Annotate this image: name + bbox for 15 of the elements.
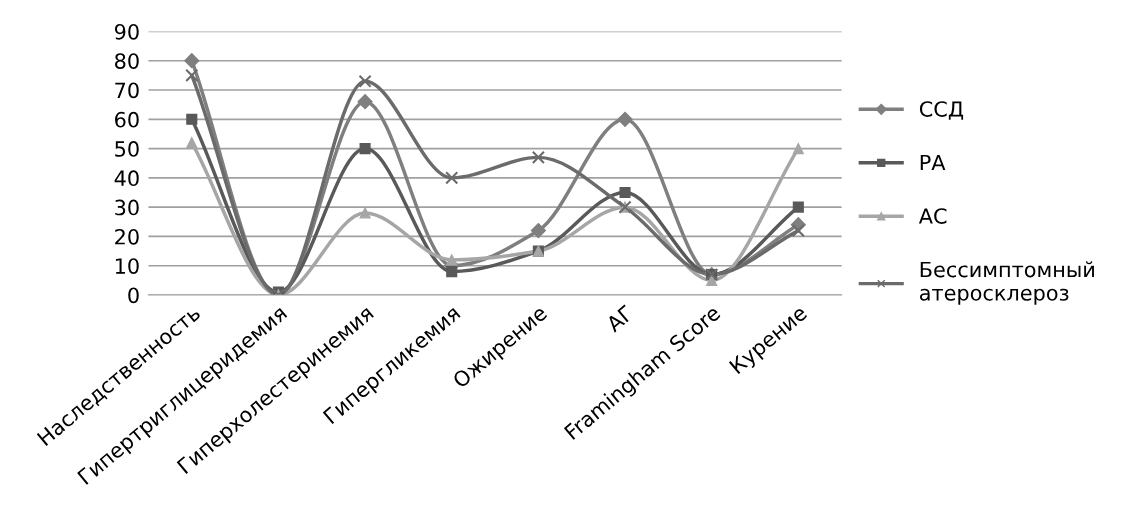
y-tick-label: 20 — [115, 228, 139, 245]
y-tick-label: 0 — [128, 287, 139, 304]
legend-label: РА — [920, 154, 946, 171]
y-tick-label: 30 — [115, 199, 139, 216]
y-tick-label: 60 — [115, 111, 139, 128]
y-tick-label: 40 — [114, 170, 139, 187]
legend-label: АС — [918, 208, 947, 224]
y-tick-label: 80 — [115, 53, 139, 69]
y-tick-label: 90 — [114, 23, 139, 40]
y-tick-label: 50 — [115, 141, 139, 157]
y-tick-label: 70 — [115, 82, 139, 99]
y-tick-label: 10 — [115, 258, 139, 274]
legend-label: ССД — [919, 101, 964, 120]
x-tick-label: АГ — [604, 304, 635, 333]
legend-label: Бессимптомный атеросклероз — [919, 261, 1094, 305]
